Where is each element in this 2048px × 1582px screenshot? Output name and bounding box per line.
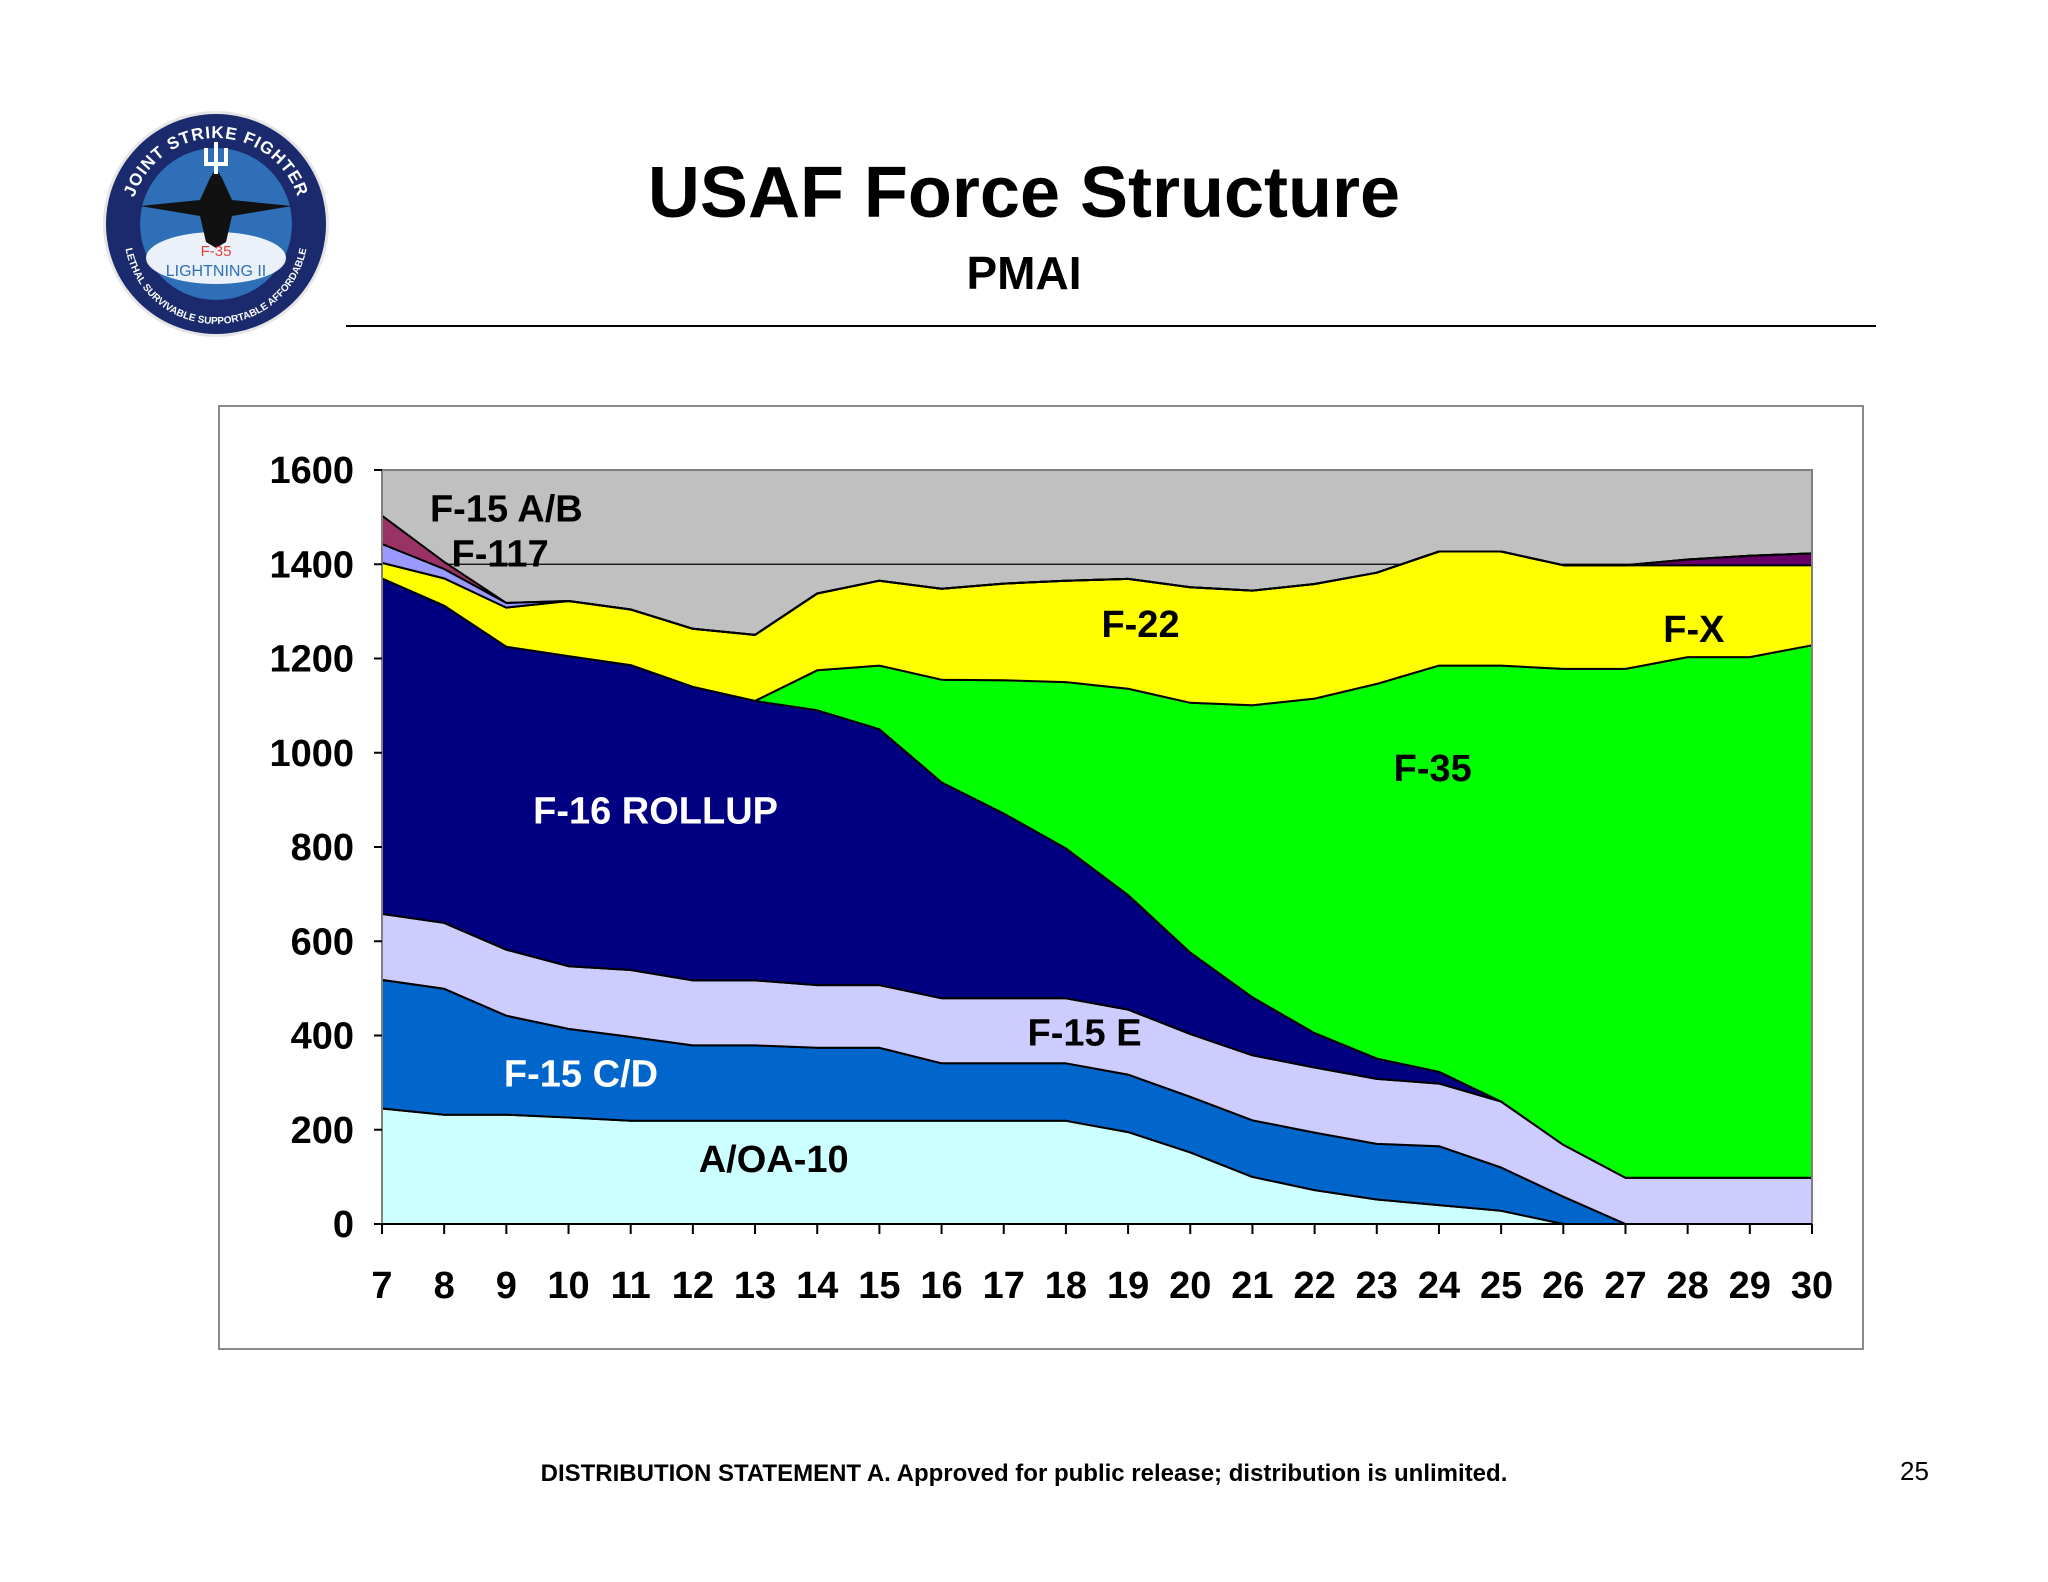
x-tick-label: 17	[983, 1265, 1025, 1307]
page-title: USAF Force Structure	[647, 153, 1401, 233]
area-f-15-a-b	[381, 514, 1813, 636]
chart-frame: 0 200 400 600 800 1000 1200 1400 1600 7 8 9 10 11 12 13…	[218, 405, 1864, 1350]
jsf-logo: JOINT STRIKE FIGHTER LETHAL SURVIVABLE S…	[103, 111, 329, 337]
title-divider	[346, 325, 1876, 327]
x-tick-label: 27	[1604, 1265, 1646, 1307]
x-tick-label: 18	[1045, 1265, 1087, 1307]
x-tick-label: 11	[611, 1265, 651, 1307]
y-tick-label: 1600	[269, 450, 354, 492]
x-tick-label: 22	[1293, 1265, 1335, 1307]
x-tick-label: 16	[920, 1265, 962, 1307]
y-tick-label: 1000	[269, 733, 354, 775]
x-tick-label: 15	[858, 1265, 900, 1307]
x-tick-label: 13	[734, 1265, 776, 1307]
y-tick-label: 1200	[269, 639, 354, 681]
x-tick-label: 25	[1480, 1265, 1522, 1307]
x-tick-label: 7	[371, 1265, 392, 1307]
x-tick-label: 28	[1667, 1265, 1709, 1307]
y-tick-label: 200	[291, 1110, 354, 1152]
jet-icon	[140, 168, 292, 248]
y-tick-label: 600	[291, 921, 354, 963]
series-label-f-22: F-22	[1101, 604, 1179, 646]
series-label-f-15-c-d: F-15 C/D	[504, 1053, 658, 1095]
x-tick-label: 14	[796, 1265, 838, 1307]
x-tick-label: 8	[434, 1265, 455, 1307]
y-tick-label: 400	[291, 1016, 354, 1058]
force-structure-chart: 0 200 400 600 800 1000 1200 1400 1600 7 8 9 10 11 12 13…	[269, 450, 1833, 1307]
x-tick-label: 10	[547, 1265, 589, 1307]
x-tick-label: 24	[1418, 1265, 1460, 1307]
y-tick-label: 800	[291, 827, 354, 869]
page-subtitle: PMAI	[966, 247, 1082, 299]
x-tick-label: 12	[672, 1265, 714, 1307]
x-tick-label: 9	[496, 1265, 517, 1307]
series-label-f-x: F-X	[1663, 609, 1725, 651]
series-label-f-15-e: F-15 E	[1028, 1013, 1142, 1055]
x-tick-label: 26	[1542, 1265, 1584, 1307]
y-tick-label: 1400	[269, 544, 354, 586]
x-tick-label: 21	[1231, 1265, 1273, 1307]
series-label-a-oa-10: A/OA-10	[699, 1139, 849, 1181]
y-tick-label: 0	[333, 1204, 354, 1246]
logo-name: LIGHTNING II	[166, 263, 266, 280]
distribution-statement: DISTRIBUTION STATEMENT A. Approved for p…	[540, 1460, 1508, 1487]
x-tick-label: 23	[1356, 1265, 1398, 1307]
logo-model: F-35	[201, 243, 232, 260]
x-tick-label: 30	[1791, 1265, 1833, 1307]
trident-icon	[204, 142, 228, 174]
series-label-f-16-rollup: F-16 ROLLUP	[533, 790, 778, 832]
x-tick-label: 20	[1169, 1265, 1211, 1307]
page-number: 25	[1900, 1456, 1929, 1486]
series-label-f-117: F-117	[452, 533, 549, 575]
x-tick-label: 19	[1107, 1265, 1149, 1307]
x-tick-label: 29	[1729, 1265, 1771, 1307]
series-label-f-35: F-35	[1394, 748, 1472, 790]
series-label-f-15-a-b: F-15 A/B	[430, 489, 583, 531]
